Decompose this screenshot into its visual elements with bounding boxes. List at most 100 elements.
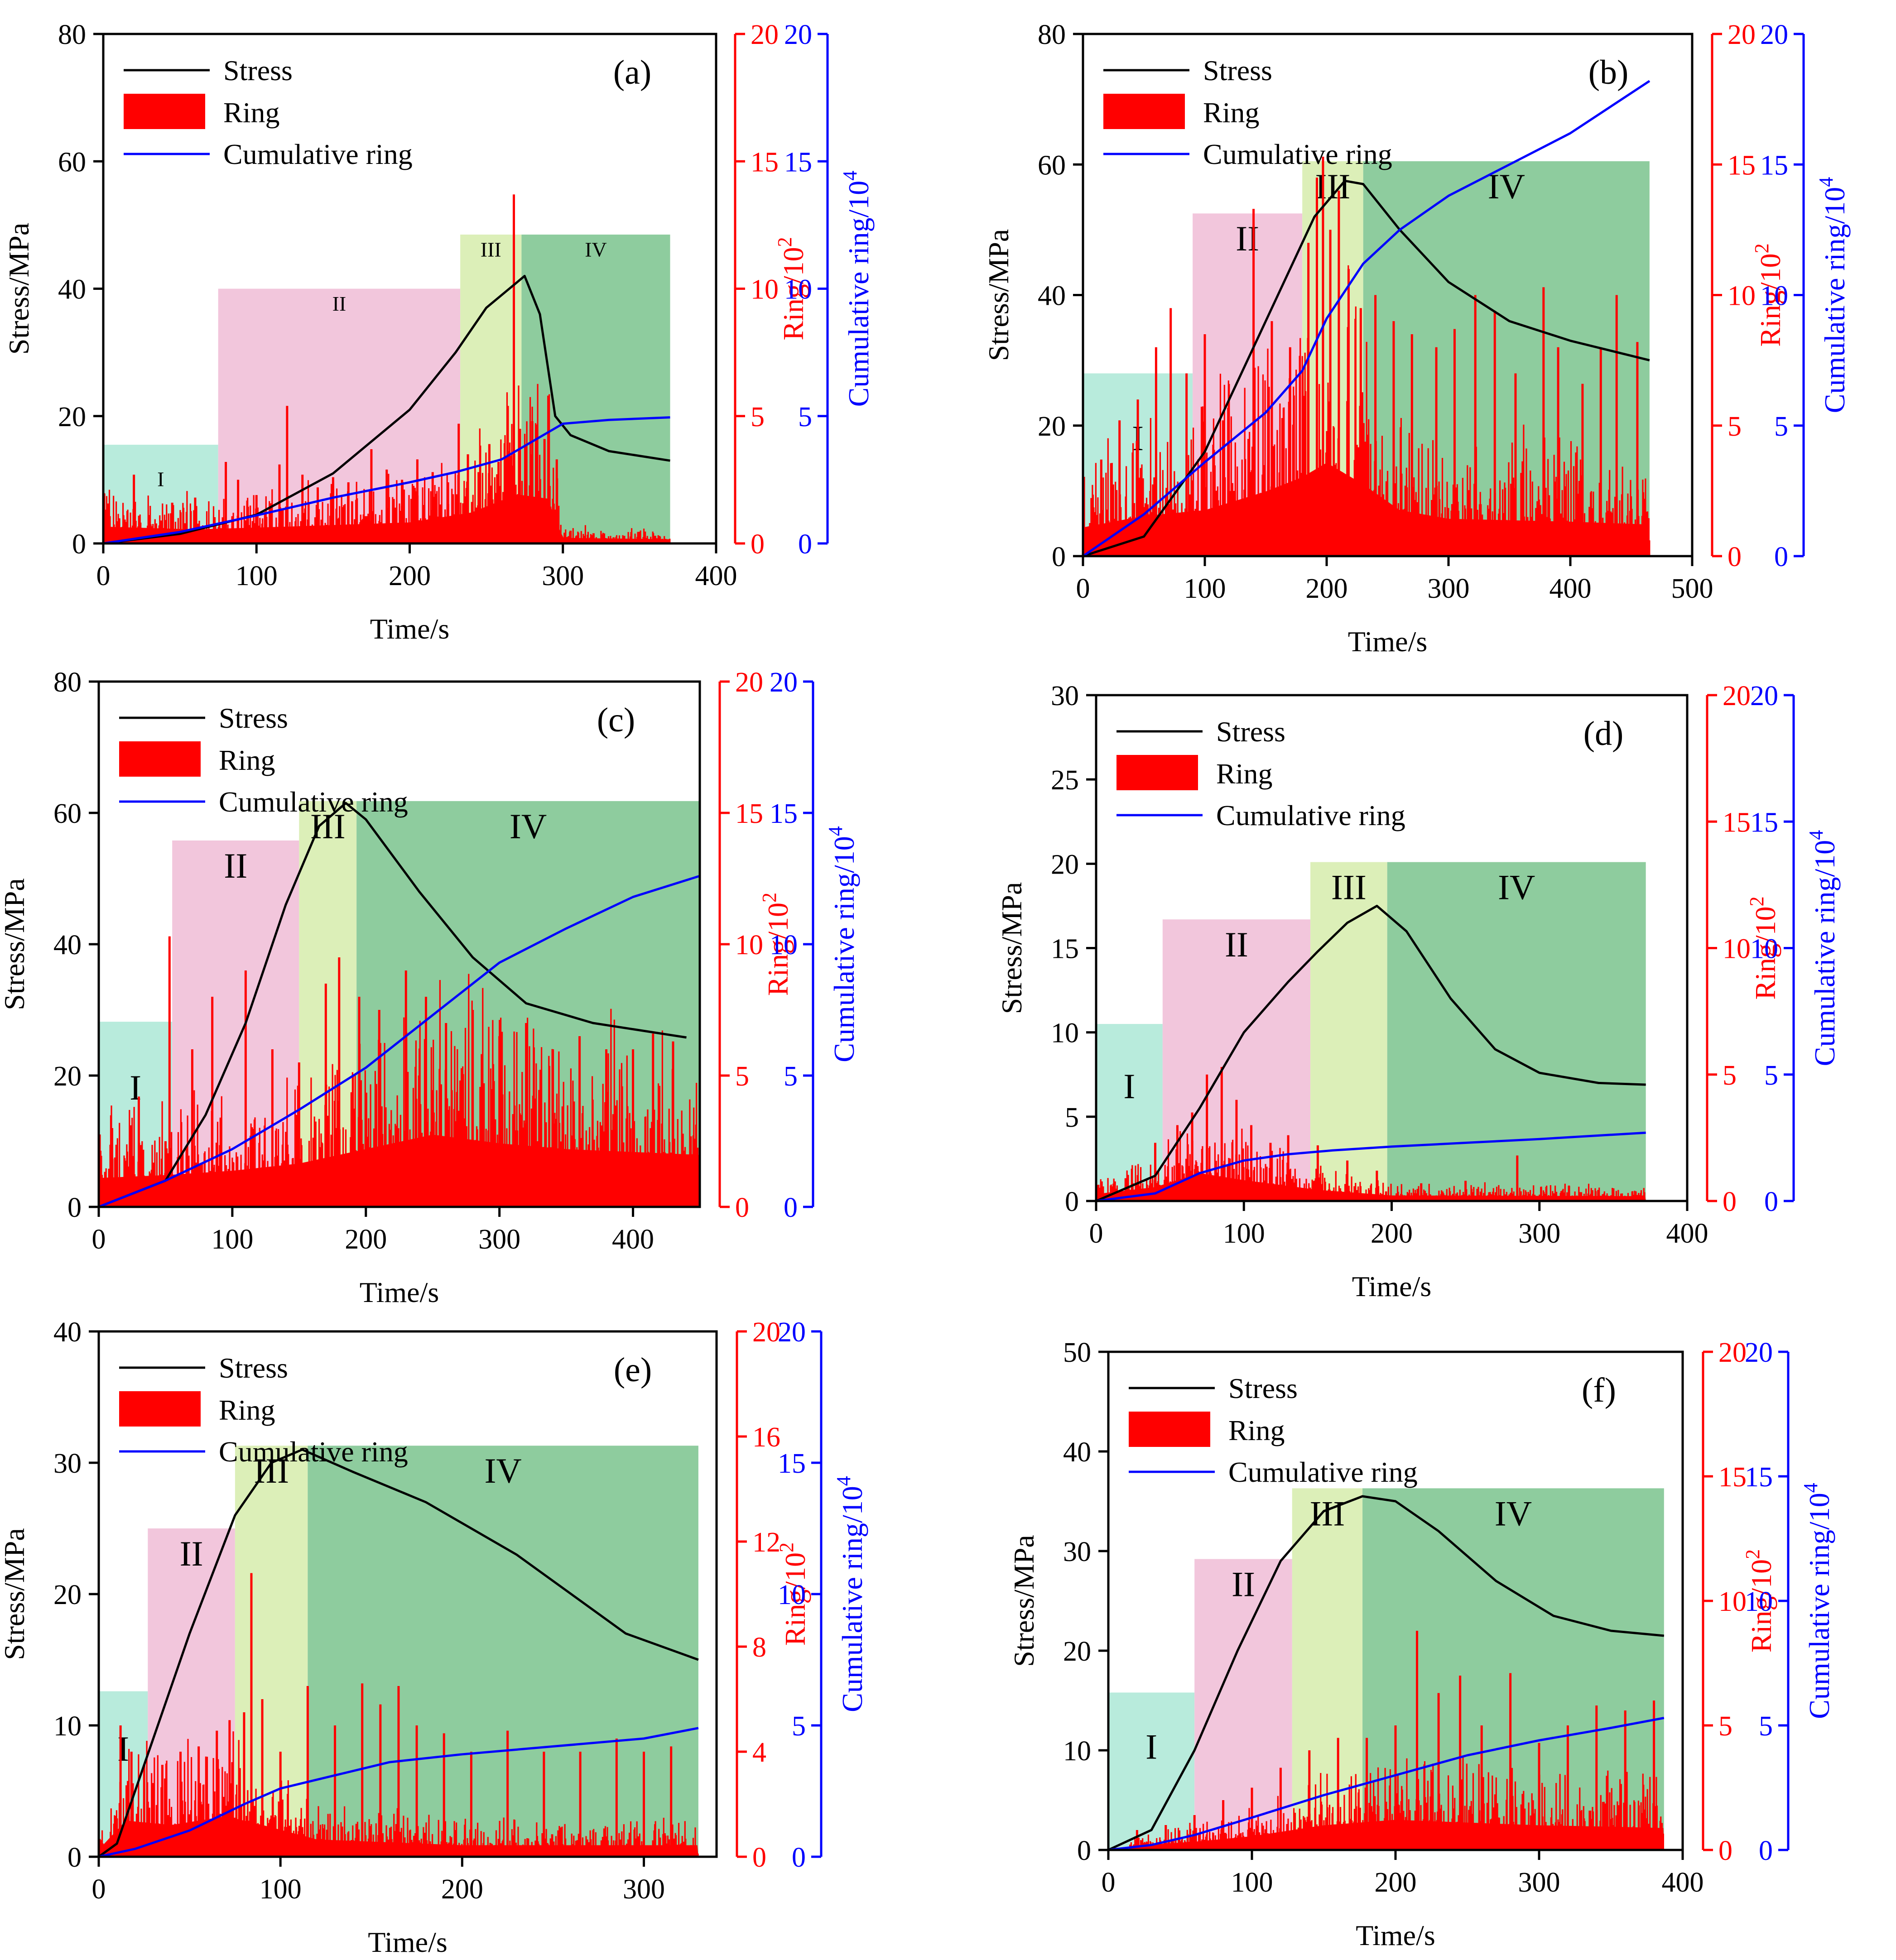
stress-line (98, 802, 687, 1208)
x-tick-label: 400 (1662, 1867, 1704, 1898)
cumulative-label-exponent: 4 (839, 171, 861, 181)
x-tick-label: 400 (695, 561, 737, 591)
y-axis-label-cumulative: Cumulative ring/104 (824, 826, 860, 1062)
stage-label: IV (585, 238, 607, 261)
y-tick-label: 40 (1038, 281, 1066, 312)
cumulative-line (1096, 1131, 1646, 1202)
y-axis-label-stress: Stress/MPa (3, 223, 35, 355)
cumulative-tick-label: 20 (784, 19, 812, 50)
y-tick-label: 10 (53, 1711, 82, 1742)
ring-tick-label: 4 (752, 1737, 766, 1768)
x-tick-label: 100 (1231, 1867, 1273, 1898)
cumulative-tick-label: 20 (770, 667, 798, 698)
panel-tag: (c) (597, 701, 635, 739)
y-tick-label: 25 (1051, 765, 1079, 796)
stage-label: I (157, 468, 164, 491)
legend-cumulative-label: Cumulative ring (219, 786, 408, 818)
x-tick-label: 400 (612, 1224, 654, 1255)
cumulative-label-exponent: 4 (1815, 177, 1837, 187)
x-tick-label: 0 (1076, 573, 1090, 604)
stage-label: II (1232, 1565, 1255, 1604)
stage-label: IV (484, 1451, 521, 1490)
y-axis-label-ring: Ring/102 (1746, 896, 1781, 999)
stage-label: III (1315, 167, 1350, 206)
x-axis-label: Time/s (360, 1276, 439, 1308)
stage-region-III (1310, 862, 1387, 1201)
ring-label-base: Ring/10 (1745, 1559, 1777, 1653)
x-tick-label: 100 (211, 1224, 253, 1255)
stage-label: II (1225, 925, 1248, 964)
y-axis-label-cumulative: Cumulative ring/104 (833, 1476, 868, 1712)
panel-tag: (b) (1588, 53, 1629, 91)
cumulative-tick-label: 10 (784, 274, 812, 305)
legend: Stress Ring Cumulative ring (119, 702, 408, 818)
y-tick-label: 40 (53, 1317, 82, 1348)
y-tick-label: 10 (1051, 1018, 1079, 1049)
x-tick-label: 500 (1671, 573, 1713, 604)
legend-stress-label: Stress (1203, 54, 1272, 86)
y-axis-label-cumulative: Cumulative ring/104 (1800, 1483, 1835, 1719)
stage-region-IV (521, 234, 670, 543)
x-tick-label: 100 (1223, 1218, 1265, 1249)
stage-label: II (332, 292, 346, 315)
y-tick-label: 30 (53, 1448, 82, 1479)
cumulative-tick-label: 10 (770, 930, 798, 961)
cumulative-tick-label: 20 (1745, 1337, 1773, 1368)
cumulative-label-base: Cumulative ring/10 (1819, 187, 1851, 413)
cumulative-label-base: Cumulative ring/10 (842, 181, 875, 407)
cumulative-line (1082, 80, 1651, 557)
ring-label-exponent: 2 (758, 893, 780, 903)
ring-tick-label: 20 (735, 667, 763, 698)
cumulative-tick-label: 15 (770, 798, 798, 829)
cumulative-tick-label: 20 (1760, 19, 1788, 50)
cumulative-tick-label: 0 (1759, 1835, 1773, 1866)
panel-b: IIIIIIIV0100200300400500Time/s020406080S… (982, 19, 1851, 658)
ring-tick-label: 5 (751, 402, 765, 432)
stress-line (1107, 1495, 1665, 1851)
legend: Stress Ring Cumulative ring (1129, 1372, 1418, 1488)
stage-label: III (1331, 868, 1367, 907)
ring-tick-label: 0 (751, 529, 765, 560)
legend-ring-swatch (1103, 94, 1185, 129)
x-tick-label: 0 (92, 1874, 106, 1905)
ring-base-fill (99, 1816, 698, 1857)
cumulative-tick-label: 10 (1745, 1586, 1773, 1617)
x-tick-label: 300 (542, 561, 584, 591)
x-axis-label: Time/s (370, 613, 450, 645)
legend-ring-label: Ring (1203, 96, 1259, 129)
stage-region-IV (308, 1446, 698, 1857)
legend-ring-swatch (124, 94, 205, 129)
ring-tick-label: 0 (752, 1842, 766, 1873)
cumulative-tick-label: 15 (1745, 1462, 1773, 1493)
cumulative-line (98, 874, 700, 1208)
stress-line (1083, 179, 1650, 557)
cumulative-tick-label: 15 (1760, 150, 1788, 181)
y-axis-label-stress: Stress/MPa (996, 882, 1028, 1014)
legend-cumulative-label: Cumulative ring (1228, 1456, 1418, 1488)
ring-bars (98, 936, 701, 1207)
y-tick-label: 0 (1052, 542, 1066, 572)
ring-tick-label: 20 (1723, 681, 1751, 711)
y-tick-label: 40 (1063, 1437, 1091, 1468)
panel-tag: (d) (1583, 715, 1624, 753)
legend-ring-label: Ring (219, 744, 275, 776)
x-tick-label: 300 (1428, 573, 1470, 604)
stress-line (1096, 904, 1646, 1202)
panel-tag: (a) (613, 53, 651, 91)
cumulative-tick-label: 5 (784, 1061, 798, 1092)
legend: Stress Ring Cumulative ring (119, 1352, 408, 1468)
x-tick-label: 100 (236, 561, 278, 591)
y-axis-label-stress: Stress/MPa (0, 1528, 30, 1660)
y-tick-label: 20 (58, 402, 86, 432)
legend-cumulative-label: Cumulative ring (1216, 799, 1405, 831)
y-tick-label: 5 (1065, 1102, 1079, 1133)
cumulative-tick-label: 10 (1750, 934, 1778, 965)
y-axis-label-ring: Ring/102 (1751, 243, 1786, 346)
ring-label-base: Ring/10 (762, 903, 794, 996)
ring-tick-label: 20 (752, 1317, 780, 1348)
cumulative-tick-label: 10 (1760, 281, 1788, 312)
